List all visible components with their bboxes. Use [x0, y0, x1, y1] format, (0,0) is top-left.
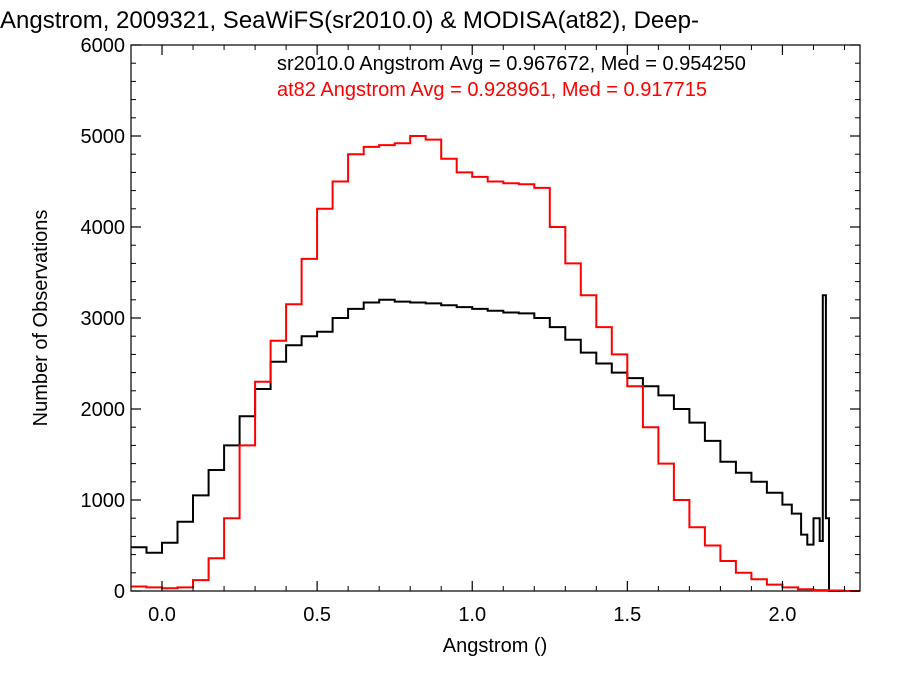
x-tick-label: 1.0: [458, 604, 486, 626]
y-tick-label: 0: [114, 581, 125, 603]
x-axis-title: Angstrom (): [443, 635, 547, 657]
x-tick-label: 2.0: [769, 604, 797, 626]
x-tick-label: 0.5: [303, 604, 331, 626]
y-tick-label: 6000: [81, 35, 126, 57]
chart-title: Angstrom, 2009321, SeaWiFS(sr2010.0) & M…: [0, 7, 699, 34]
y-axis-title: Number of Observations: [30, 210, 52, 427]
x-tick-label: 0.0: [148, 604, 176, 626]
red-series-stats-annotation: at82 Angstrom Avg = 0.928961, Med = 0.91…: [277, 79, 707, 101]
y-tick-label: 2000: [81, 399, 126, 421]
y-tick-label: 1000: [81, 490, 126, 512]
series-layer: [131, 135, 860, 592]
y-axis-ticks: 0 1000 2000 3000 4000 5000 6000: [81, 35, 860, 603]
series-line-2: [131, 135, 860, 592]
x-tick-label: 1.5: [613, 604, 641, 626]
x-axis-ticks: 0.0 0.5 1.0 1.5 2.0: [130, 45, 845, 626]
y-tick-label: 4000: [81, 217, 126, 239]
series-line-1: [131, 294, 860, 592]
black-series-stats-annotation: sr2010.0 Angstrom Avg = 0.967672, Med = …: [277, 53, 746, 75]
y-tick-label: 3000: [81, 308, 126, 330]
y-tick-label: 5000: [81, 126, 126, 148]
